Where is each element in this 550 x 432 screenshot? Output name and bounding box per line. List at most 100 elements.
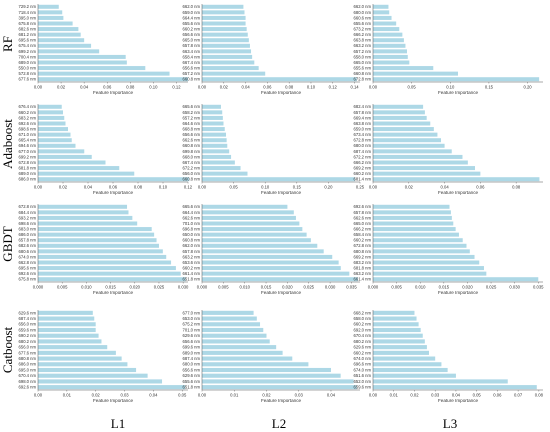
ytick-label: 696.6 nm [354,362,372,367]
bar [373,43,406,48]
bar [202,177,355,182]
col-label-l1: L1 [111,416,125,431]
bar [202,310,254,315]
ytick-label: 680.6 nm [19,249,37,254]
bar [202,266,341,271]
ytick-label: 665.0 nm [354,221,372,226]
xtick-label: 0.025 [154,285,165,290]
bar [202,32,248,37]
xtick-label: 0.15 [293,185,302,190]
bar [373,171,481,176]
ytick-label: 666.2 nm [354,32,372,37]
ytick-label: 665.4 nm [19,138,37,143]
bar [38,204,128,209]
x-axis-label: Feature Importance [438,290,479,295]
ytick-label: 673.2 nm [354,26,372,31]
x-axis-label: Feature Importance [261,290,302,295]
xtick-label: 0.005 [218,285,229,290]
ytick-label: 699.2 nm [19,154,37,159]
ytick-label: 663.2 nm [183,254,201,259]
bar [373,154,463,159]
bar [202,373,341,378]
bar [202,160,235,165]
bar [202,49,252,54]
ytick-label: 666.2 nm [354,226,372,231]
x-axis-label: Feature Importance [261,90,302,95]
bar [202,316,257,321]
bar [38,385,186,390]
xtick-label: 0.06 [263,85,272,90]
xtick-label: 0.01 [63,393,72,398]
ytick-label: 696.8 nm [183,226,201,231]
bar [373,204,450,209]
ytick-label: 687.4 nm [19,316,37,321]
ytick-label: 672.2 nm [183,165,201,170]
xtick-label: 0.25 [356,185,365,190]
ytick-label: 672.8 nm [19,204,37,209]
ytick-label: 668.0 nm [183,154,201,159]
xtick-label: 0.00 [369,393,378,398]
bar [38,10,63,15]
bar [202,243,318,248]
bar [202,227,303,232]
bar [373,160,468,165]
ytick-label: 660.8 nm [183,77,201,82]
bar [38,271,181,276]
ytick-label: 650.0 nm [183,232,201,237]
ytick-label: 680.0 nm [354,143,372,148]
bar [373,327,421,333]
xtick-label: 0.07 [514,393,523,398]
xtick-label: 0.10 [261,185,270,190]
ytick-label: 660.8 nm [354,71,372,76]
bar [202,271,350,276]
ytick-label: 667.4 nm [183,160,201,165]
ytick-label: 699.6 nm [183,345,201,350]
bar [38,362,128,367]
xtick-label: 0.08 [512,185,521,190]
bar [373,121,431,126]
ytick-label: 663.4 nm [183,49,201,54]
ytick-label: 664.6 nm [183,121,201,126]
ytick-label: 657.2 nm [354,49,372,54]
ytick-label: 684.4 nm [19,210,37,215]
ytick-label: 668.8 nm [183,126,201,131]
ytick-label: 656.6 nm [183,367,201,372]
row-label-catboost: Catboost [0,327,15,374]
ytick-label: 682.6 nm [19,26,37,31]
ytick-label: 689.0 nm [183,350,201,355]
bar [373,127,434,132]
ytick-label: 677.0 nm [19,149,37,154]
ytick-label: 656.6 nm [183,32,201,37]
bar [202,121,224,126]
ytick-label: 629.6 nm [183,333,201,338]
bar [373,132,438,137]
ytick-label: 657.8 nm [19,238,37,243]
ytick-label: 701.0 nm [183,221,201,226]
ytick-label: 660.6 nm [354,15,372,20]
xtick-label: 0.005 [57,285,68,290]
bar [373,66,434,71]
ytick-label: 675.2 nm [183,322,201,327]
x-axis-label: Feature Importance [93,290,134,295]
bar [38,266,176,271]
bar [202,4,244,9]
ytick-label: 695.0 nm [19,367,37,372]
xtick-label: 0.01 [390,393,399,398]
xtick-label: 0.02 [220,85,229,90]
xtick-label: 0.04 [327,393,336,398]
bar [38,43,92,48]
xtick-label: 0.08 [126,85,135,90]
xtick-label: 0.06 [493,393,502,398]
bar [373,367,448,373]
xtick-label: 0.03 [295,393,304,398]
bar [38,215,133,220]
bar [373,254,475,259]
xtick-label: 0.10 [307,85,316,90]
xtick-label: 0.00 [198,185,207,190]
xtick-label: 0.02 [405,185,414,190]
xtick-label: 0.06 [103,85,112,90]
bar [373,166,475,171]
